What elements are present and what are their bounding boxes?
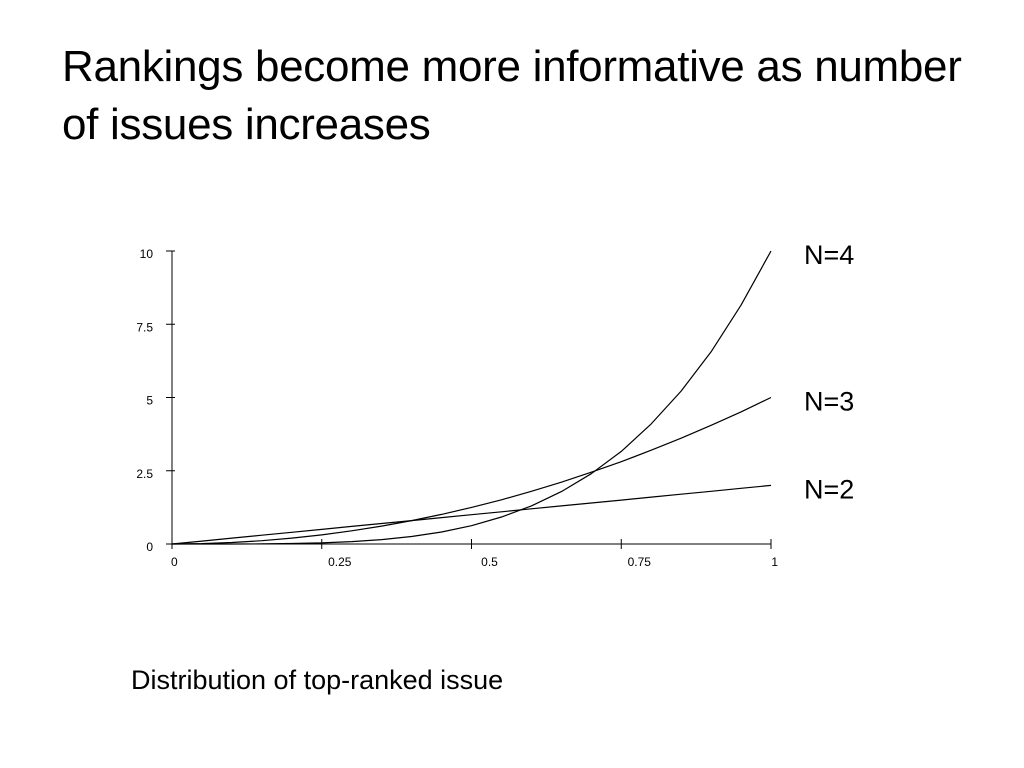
chart-axes <box>171 251 771 545</box>
series-line-n-3 <box>171 396 772 545</box>
series-label-n-3: N=3 <box>804 387 854 417</box>
series-label-n-4: N=4 <box>804 240 854 270</box>
y-tick-label: 2.5 <box>136 467 153 481</box>
y-axis-ticks: 0 2.5 5 7.5 10 <box>136 247 175 554</box>
x-tick-label: 0.25 <box>328 555 352 569</box>
series-lines <box>171 250 772 545</box>
series-line-n-4 <box>172 250 772 545</box>
y-tick-label: 7.5 <box>136 320 153 334</box>
series-line-n-2 <box>171 484 772 545</box>
slide-title: Rankings become more informative as numb… <box>62 42 962 149</box>
x-tick-label: 0.5 <box>481 555 498 569</box>
y-tick-label: 0 <box>146 540 153 554</box>
y-tick-label: 10 <box>140 247 154 261</box>
x-tick-label: 0 <box>171 555 178 569</box>
x-tick-label: 0.75 <box>628 555 652 569</box>
series-label-n-2: N=2 <box>804 474 854 504</box>
series-labels: N=2 N=3 N=4 <box>804 240 854 504</box>
line-chart: 0 0.25 0.5 0.75 1 0 2.5 5 7.5 10 N=2 N=3 N=4 <box>136 240 854 569</box>
chart-caption: Distribution of top-ranked issue <box>131 665 504 695</box>
x-tick-label: 1 <box>771 555 778 569</box>
y-tick-label: 5 <box>146 394 153 408</box>
x-axis-ticks: 0 0.25 0.5 0.75 1 <box>171 539 778 569</box>
